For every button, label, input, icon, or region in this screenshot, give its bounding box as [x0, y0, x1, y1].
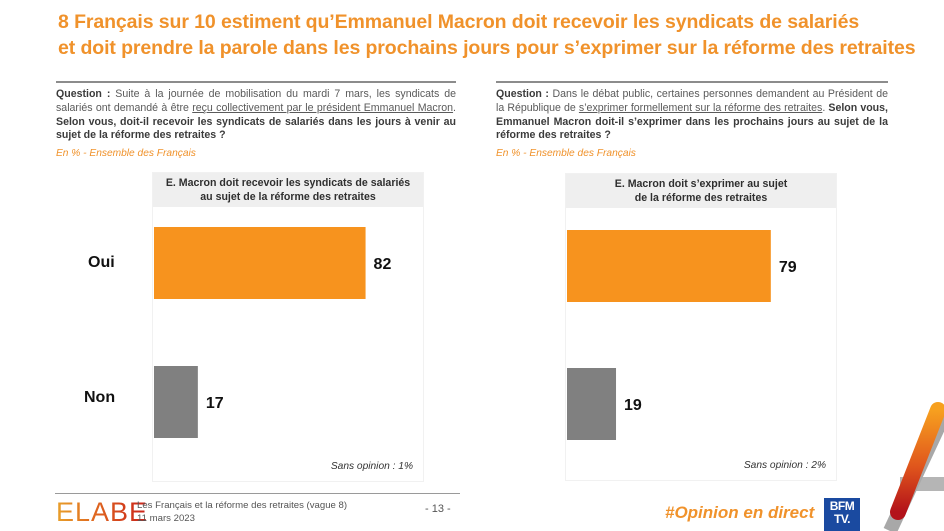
question-subtitle: En % - Ensemble des Français [496, 148, 636, 160]
chart-header: E. Macron doit s’exprimer au sujet de la… [566, 174, 836, 208]
bfmtv-logo-line-2: TV. [833, 512, 851, 526]
chart-svg: 82 17 [154, 227, 392, 438]
chart-title-line-1: E. Macron doit recevoir les syndicats de… [165, 177, 411, 189]
chart-title-line-2: au sujet de la réforme des retraites [200, 191, 376, 203]
question-underlined: reçu collectivement par le président Emm… [192, 101, 454, 114]
bfmtv-logo: BFM TV. [824, 498, 860, 531]
question-intro: Suite à la journée de mobilisation du ma… [56, 88, 456, 114]
chart-svg: 79 19 [567, 230, 797, 440]
data-label-non: 17 [206, 395, 224, 412]
slide-title: 8 Français sur 10 estiment qu’Emmanuel M… [58, 9, 928, 61]
question-punct: . [453, 101, 456, 114]
chart-sexprimer: E. Macron doit s’exprimer au sujet de la… [565, 173, 837, 481]
data-label-oui: 82 [374, 256, 392, 273]
data-label-non: 19 [624, 397, 642, 414]
question-label: Question : [496, 88, 549, 100]
footer-date: 11 mars 2023 [137, 513, 195, 524]
page-number: - 13 - [425, 503, 451, 515]
sans-opinion-note: Sans opinion : 2% [743, 460, 826, 471]
question-bold: Selon vous, doit-il recevoir les syndica… [56, 115, 456, 142]
bar-non [567, 368, 617, 440]
bar-non [154, 366, 198, 438]
question-text: Question : Dans le débat public, certain… [496, 88, 888, 143]
deco-orange-stroke [890, 402, 944, 520]
question-subtitle: En % - Ensemble des Français [56, 148, 196, 160]
slide-title-line-2: et doit prendre la parole dans les proch… [58, 37, 916, 59]
footer-study-title: Les Français et la réforme des retraites… [137, 500, 348, 511]
bar-oui [154, 227, 366, 299]
question-divider [56, 81, 456, 83]
category-label-non: Non [84, 389, 116, 406]
chart-header: E. Macron doit recevoir les syndicats de… [153, 173, 423, 207]
chart-title-line-1: E. Macron doit s’exprimer au sujet [614, 178, 788, 190]
question-underlined: s’exprimer formellement sur la réforme d… [578, 101, 823, 114]
question-punct: . [822, 101, 829, 114]
question-divider [496, 81, 888, 83]
bfmtv-logo-line-1: BFM [829, 499, 855, 513]
footer-divider [55, 493, 460, 494]
category-label-oui: Oui [88, 254, 115, 271]
chart-recevoir-syndicats: E. Macron doit recevoir les syndicats de… [152, 172, 424, 482]
question-block-left: Question : Suite à la journée de mobilis… [56, 81, 456, 159]
question-text: Question : Suite à la journée de mobilis… [56, 88, 456, 143]
footer-study-info: Les Français et la réforme des retraites… [137, 499, 347, 525]
chart-title-line-2: de la réforme des retraites [634, 192, 768, 204]
sans-opinion-note: Sans opinion : 1% [330, 461, 413, 472]
question-label: Question : [56, 88, 111, 100]
question-block-right: Question : Dans le débat public, certain… [496, 81, 888, 159]
bar-oui [567, 230, 771, 302]
hashtag-opinion-en-direct: #Opinion en direct [665, 503, 815, 522]
elabe-logo: ELABE [56, 497, 149, 527]
question-intro: Dans le débat public, certaines personne… [496, 88, 888, 114]
data-label-oui: 79 [779, 259, 797, 276]
elabe-a-decoration-icon [883, 402, 944, 531]
question-bold: Selon vous, Emmanuel Macron doit-il s’ex… [496, 101, 888, 142]
slide-title-line-1: 8 Français sur 10 estiment qu’Emmanuel M… [58, 11, 860, 33]
